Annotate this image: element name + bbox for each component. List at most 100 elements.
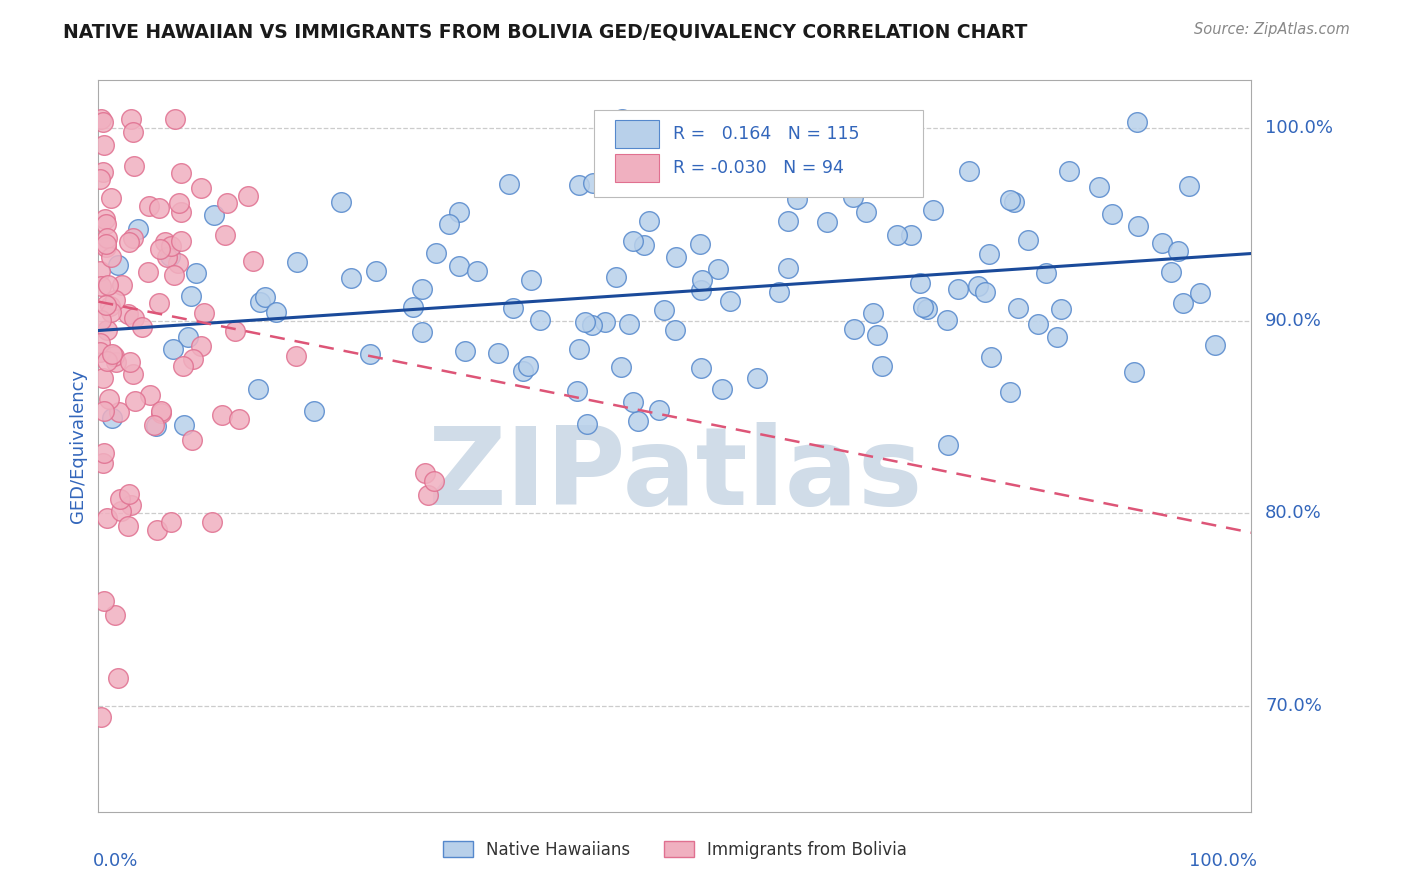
Point (190, 339, 212, 353)
Point (359, 347, 381, 361)
Point (665, 250, 688, 264)
Text: R =   0.164   N = 115: R = 0.164 N = 115 (672, 125, 859, 143)
Point (911, 301, 934, 315)
Point (910, 276, 932, 290)
Point (242, 253, 264, 268)
Point (707, 262, 730, 277)
Point (107, 258, 129, 272)
Point (340, 271, 363, 285)
FancyBboxPatch shape (614, 120, 659, 147)
Point (946, 282, 969, 296)
Point (93, 446, 115, 460)
Point (502, 301, 524, 315)
Point (621, 394, 644, 409)
Point (93, 138, 115, 153)
Point (163, 268, 186, 282)
Point (844, 322, 866, 336)
Point (91, 164, 114, 178)
Point (122, 159, 145, 173)
Point (692, 273, 714, 287)
Point (138, 198, 160, 212)
Point (153, 235, 176, 250)
Text: 100.0%: 100.0% (1189, 852, 1257, 870)
Point (90, 278, 112, 293)
Point (565, 384, 588, 398)
Point (90, 710, 112, 724)
Point (145, 419, 167, 434)
Point (486, 345, 509, 359)
Point (120, 355, 142, 369)
Point (160, 516, 183, 530)
Point (91, 456, 114, 470)
Point (156, 250, 179, 264)
Point (89, 172, 111, 186)
Point (193, 306, 215, 320)
Point (93, 115, 115, 129)
Point (97, 277, 120, 292)
Point (224, 324, 246, 338)
Point (1035, 266, 1057, 280)
Point (100, 411, 122, 425)
Point (581, 318, 603, 333)
Point (228, 412, 250, 426)
Point (104, 355, 127, 369)
Point (96, 353, 118, 368)
Point (900, 228, 922, 243)
Point (111, 277, 134, 292)
Point (96, 511, 118, 525)
Point (173, 417, 195, 432)
Text: NATIVE HAWAIIAN VS IMMIGRANTS FROM BOLIVIA GED/EQUIVALENCY CORRELATION CHART: NATIVE HAWAIIAN VS IMMIGRANTS FROM BOLIV… (63, 22, 1028, 41)
Point (167, 256, 190, 270)
Point (619, 119, 641, 133)
Point (100, 250, 122, 264)
Point (104, 607, 127, 622)
Point (180, 289, 202, 303)
Point (162, 343, 184, 357)
Point (1049, 301, 1071, 316)
Point (689, 236, 711, 251)
Point (1126, 219, 1149, 233)
Point (627, 414, 650, 428)
Point (1057, 164, 1080, 178)
Point (967, 279, 990, 293)
Point (93, 594, 115, 608)
Point (149, 403, 172, 417)
Point (411, 326, 433, 340)
Point (121, 231, 143, 245)
Point (108, 491, 131, 506)
Point (886, 228, 908, 243)
Point (778, 214, 800, 228)
Point (238, 189, 260, 203)
Point (247, 382, 270, 396)
Point (1160, 265, 1182, 279)
Point (454, 343, 477, 358)
Point (402, 300, 425, 314)
Point (149, 242, 172, 256)
Point (1178, 179, 1201, 194)
Point (517, 359, 540, 373)
Point (139, 387, 162, 401)
Point (186, 266, 208, 280)
Text: 100.0%: 100.0% (1265, 120, 1333, 137)
Point (1046, 329, 1069, 343)
Point (118, 235, 141, 249)
Point (172, 359, 194, 374)
Point (110, 504, 132, 518)
Point (142, 417, 165, 432)
Point (413, 466, 436, 480)
Text: 80.0%: 80.0% (1265, 504, 1322, 523)
Point (439, 217, 461, 231)
Point (330, 195, 353, 210)
Point (617, 317, 640, 331)
Text: ZIPatlas: ZIPatlas (427, 422, 922, 528)
Point (122, 311, 145, 326)
Point (118, 487, 141, 501)
Point (148, 201, 170, 215)
Point (89, 345, 111, 359)
Point (169, 196, 191, 211)
Point (979, 246, 1001, 260)
Text: Source: ZipAtlas.com: Source: ZipAtlas.com (1194, 22, 1350, 37)
Text: R = -0.030   N = 94: R = -0.030 N = 94 (672, 159, 844, 177)
Point (917, 302, 939, 317)
Point (93, 404, 115, 418)
